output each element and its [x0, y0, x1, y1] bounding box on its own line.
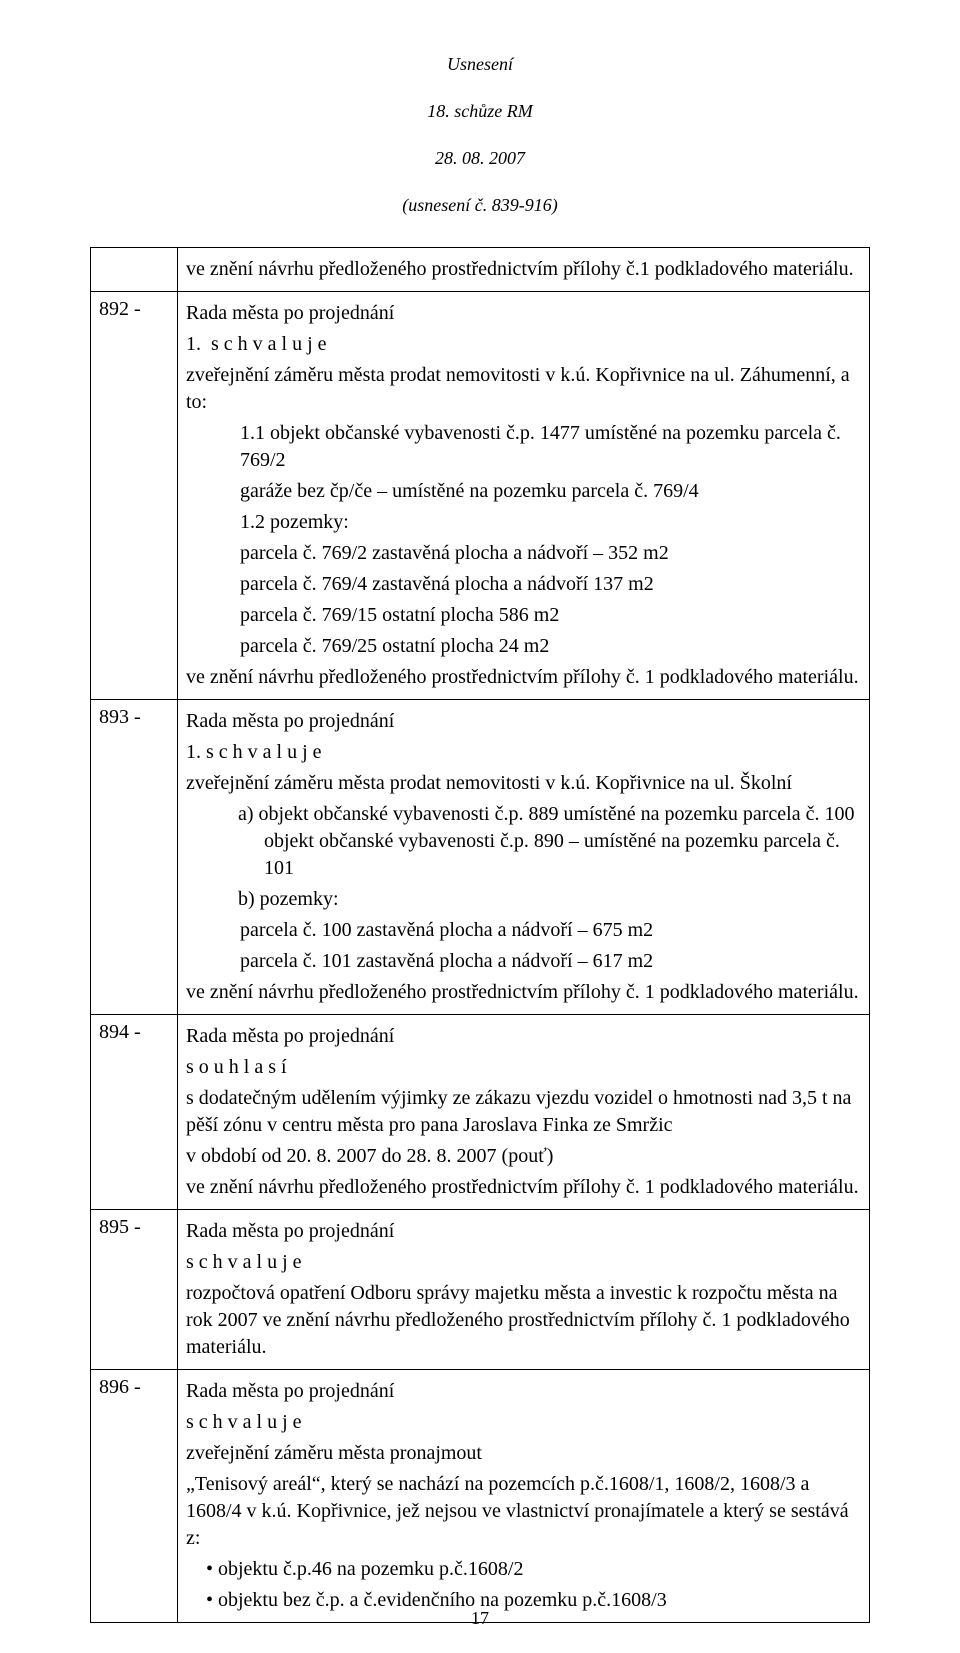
body-paragraph: ve znění návrhu předloženého prostřednic…	[186, 664, 861, 691]
resolution-number-cell: 892 -	[91, 291, 178, 699]
body-paragraph: s c h v a l u j e	[186, 1409, 861, 1436]
body-paragraph: 1.2 pozemky:	[186, 509, 861, 536]
body-paragraph: „Tenisový areál“, který se nachází na po…	[186, 1471, 861, 1552]
header-line-3: 28. 08. 2007	[90, 147, 870, 170]
body-paragraph: parcela č. 101 zastavěná plocha a nádvoř…	[186, 948, 861, 975]
resolution-number-cell: 895 -	[91, 1209, 178, 1369]
body-paragraph: zveřejnění záměru města prodat nemovitos…	[186, 770, 861, 797]
body-paragraph: s dodatečným udělením výjimky ze zákazu …	[186, 1085, 861, 1139]
body-paragraph: b) pozemky:	[186, 886, 861, 913]
body-paragraph: v období od 20. 8. 2007 do 28. 8. 2007 (…	[186, 1143, 861, 1170]
table-row: 892 - Rada města po projednání 1. s c h v …	[91, 291, 870, 699]
body-paragraph: ve znění návrhu předloženého prostřednic…	[186, 979, 861, 1006]
body-paragraph: • objektu č.p.46 na pozemku p.č.1608/2	[186, 1556, 861, 1583]
page: Usnesení 18. schůze RM 28. 08. 2007 (usn…	[0, 0, 960, 1653]
body-paragraph: Rada města po projednání	[186, 300, 861, 327]
table-row: 895 - Rada města po projednání s c h v a l…	[91, 1209, 870, 1369]
body-paragraph: Rada města po projednání	[186, 708, 861, 735]
body-paragraph: Rada města po projednání	[186, 1218, 861, 1245]
body-paragraph: s o u h l a s í	[186, 1054, 861, 1081]
table-row: 893 - Rada města po projednání 1. s c h v …	[91, 699, 870, 1014]
body-paragraph: parcela č. 769/15 ostatní plocha 586 m2	[186, 602, 861, 629]
body-paragraph: 1. s c h v a l u j e	[186, 331, 861, 358]
body-paragraph: 1.1 objekt občanské vybavenosti č.p. 147…	[186, 420, 861, 474]
body-paragraph: parcela č. 769/2 zastavěná plocha a nádv…	[186, 540, 861, 567]
resolution-body-cell: Rada města po projednání s c h v a l u j …	[178, 1369, 870, 1622]
header-line-2: 18. schůze RM	[90, 100, 870, 123]
body-paragraph: Rada města po projednání	[186, 1378, 861, 1405]
resolution-body-cell: Rada města po projednání s o u h l a s í s…	[178, 1014, 870, 1209]
header-line-1: Usnesení	[90, 53, 870, 76]
header-line-4: (usnesení č. 839-916)	[90, 194, 870, 217]
body-paragraph: parcela č. 769/25 ostatní plocha 24 m2	[186, 633, 861, 660]
body-paragraph: Rada města po projednání	[186, 1023, 861, 1050]
page-number: 17	[0, 1608, 960, 1629]
resolution-number-cell: 893 -	[91, 699, 178, 1014]
body-paragraph: a) objekt občanské vybavenosti č.p. 889 …	[186, 801, 861, 882]
body-paragraph: 1. s c h v a l u j e	[186, 739, 861, 766]
body-paragraph: zveřejnění záměru města pronajmout	[186, 1440, 861, 1467]
document-header: Usnesení 18. schůze RM 28. 08. 2007 (usn…	[90, 30, 870, 241]
resolution-body-cell: Rada města po projednání s c h v a l u j …	[178, 1209, 870, 1369]
body-paragraph: parcela č. 769/4 zastavěná plocha a nádv…	[186, 571, 861, 598]
body-paragraph: ve znění návrhu předloženého prostřednic…	[186, 1174, 861, 1201]
table-row: 894 - Rada města po projednání s o u h l a…	[91, 1014, 870, 1209]
body-paragraph: s c h v a l u j e	[186, 1249, 861, 1276]
body-paragraph: garáže bez čp/če – umístěné na pozemku p…	[186, 478, 861, 505]
body-paragraph: zveřejnění záměru města prodat nemovitos…	[186, 362, 861, 416]
body-paragraph: ve znění návrhu předloženého prostřednic…	[186, 256, 861, 283]
body-paragraph: rozpočtová opatření Odboru správy majetk…	[186, 1280, 861, 1361]
resolution-number-cell	[91, 247, 178, 291]
resolutions-table: ve znění návrhu předloženého prostřednic…	[90, 247, 870, 1623]
resolution-number-cell: 894 -	[91, 1014, 178, 1209]
resolution-body-cell: Rada města po projednání 1. s c h v a l u…	[178, 699, 870, 1014]
table-row: ve znění návrhu předloženého prostřednic…	[91, 247, 870, 291]
resolution-body-cell: ve znění návrhu předloženého prostřednic…	[178, 247, 870, 291]
resolution-number-cell: 896 -	[91, 1369, 178, 1622]
resolution-body-cell: Rada města po projednání 1. s c h v a l u…	[178, 291, 870, 699]
table-row: 896 - Rada města po projednání s c h v a l…	[91, 1369, 870, 1622]
body-paragraph: parcela č. 100 zastavěná plocha a nádvoř…	[186, 917, 861, 944]
